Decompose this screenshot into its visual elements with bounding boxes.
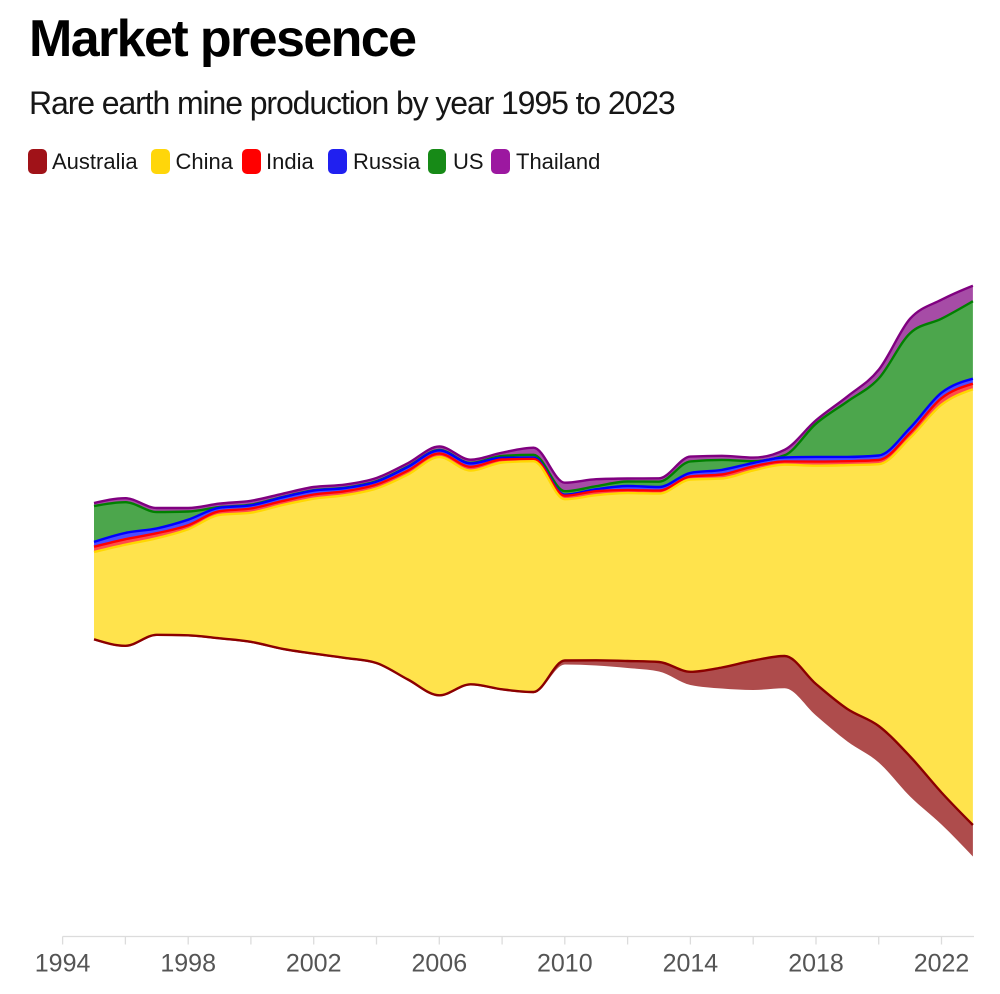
svg-text:2018: 2018 — [788, 950, 844, 978]
svg-text:2014: 2014 — [663, 950, 719, 978]
svg-text:2006: 2006 — [411, 950, 467, 978]
svg-text:2002: 2002 — [286, 950, 342, 978]
svg-text:1998: 1998 — [160, 950, 216, 978]
svg-text:2010: 2010 — [537, 950, 593, 978]
svg-text:1994: 1994 — [35, 950, 91, 978]
svg-text:2022: 2022 — [914, 950, 970, 978]
